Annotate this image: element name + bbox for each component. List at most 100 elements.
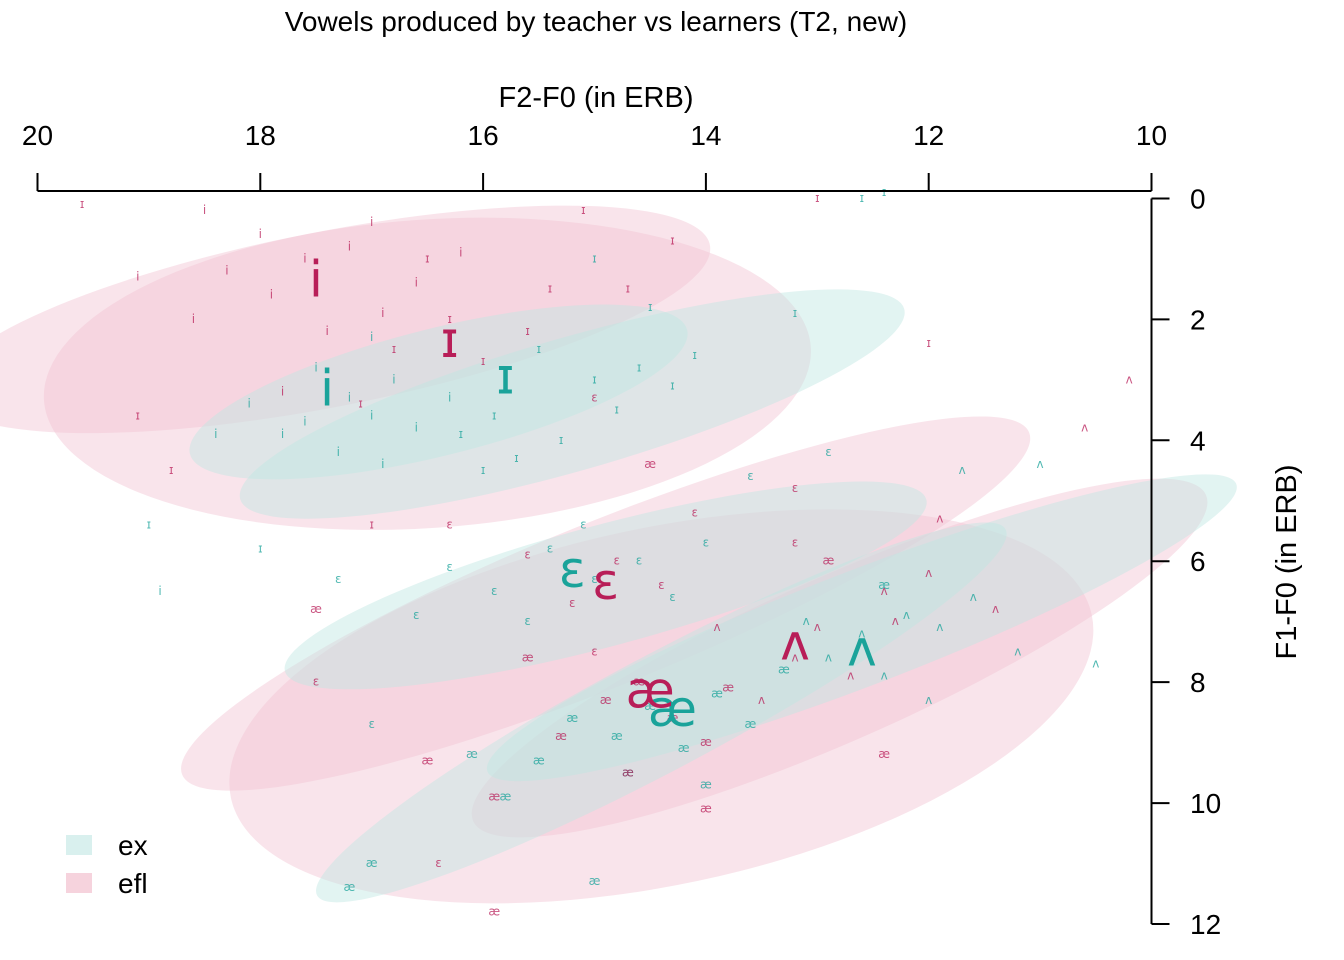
centroid-efl-æ: æ — [626, 662, 675, 720]
point-ex-æ: æ — [611, 729, 623, 743]
point-efl-ɪ: ɪ — [136, 409, 140, 423]
point-efl-i: i — [203, 203, 206, 217]
point-efl-æ: æ — [722, 681, 734, 695]
point-efl-ɪ: ɪ — [369, 517, 373, 531]
y-tick-label: 6 — [1190, 546, 1206, 577]
ellipse-efl-i — [0, 205, 711, 434]
point-efl-ʌ: ʌ — [992, 602, 999, 616]
point-efl-ɪ: ɪ — [358, 397, 362, 411]
centroid-ex-i: i — [320, 359, 334, 417]
legend-label-efl: efl — [118, 868, 148, 899]
point-efl-ʌ: ʌ — [936, 511, 943, 525]
ellipse-efl-æ — [229, 509, 1094, 904]
point-ex-ɛ: ɛ — [335, 572, 342, 586]
y-tick-label: 10 — [1190, 788, 1221, 819]
point-ex-i: i — [281, 427, 284, 441]
point-ex-ɪ: ɪ — [592, 372, 596, 386]
point-ex-i: i — [448, 390, 451, 404]
point-efl-i: i — [325, 324, 328, 338]
point-ex-æ: æ — [644, 699, 656, 713]
point-efl-i: i — [259, 227, 262, 241]
point-efl-æ: æ — [823, 554, 835, 568]
point-efl-æ: æ — [633, 675, 645, 689]
point-ex-æ: æ — [566, 711, 578, 725]
point-efl-i: i — [348, 239, 351, 253]
ellipse-layer — [0, 205, 1237, 904]
point-efl-ɪ: ɪ — [80, 197, 84, 211]
point-ex-ʌ: ʌ — [803, 614, 810, 628]
centroid-ex-ɛ: ɛ — [559, 541, 586, 599]
point-efl-ɛ: ɛ — [658, 578, 665, 592]
point-ex-i: i — [314, 360, 317, 374]
point-efl-i: i — [415, 276, 418, 290]
point-ex-ɪ: ɪ — [459, 427, 463, 441]
point-ex-æ: æ — [499, 790, 511, 804]
point-ex-ɪ: ɪ — [860, 191, 864, 205]
point-ex-i: i — [348, 390, 351, 404]
point-ex-ɪ: ɪ — [648, 300, 652, 314]
ellipse-ex-i — [189, 304, 688, 480]
point-efl-æ: æ — [600, 693, 612, 707]
ellipse-ex-ʌ — [486, 474, 1237, 782]
point-ex-æ: æ — [778, 663, 790, 677]
point-ex-æ: æ — [700, 777, 712, 791]
point-efl-ɪ: ɪ — [425, 251, 429, 265]
point-efl-æ: æ — [422, 753, 434, 767]
point-ex-ʌ: ʌ — [858, 626, 865, 640]
point-ex-ɛ: ɛ — [636, 554, 643, 568]
point-ex-ɪ: ɪ — [492, 409, 496, 423]
point-ex-æ: æ — [533, 753, 545, 767]
point-ex-ɪ: ɪ — [481, 463, 485, 477]
point-ex-ɛ: ɛ — [547, 542, 554, 556]
point-efl-ɛ: ɛ — [792, 481, 799, 495]
point-efl-ɪ: ɪ — [815, 191, 819, 205]
point-efl-ʌ: ʌ — [925, 566, 932, 580]
point-efl-ʌ: ʌ — [791, 650, 798, 664]
point-ex-ʌ: ʌ — [903, 608, 910, 622]
point-efl-i: i — [303, 251, 306, 265]
point-ex-i: i — [158, 584, 161, 598]
point-ex-ɪ: ɪ — [693, 348, 697, 362]
point-ex-ɪ: ɪ — [793, 306, 797, 320]
point-ex-ɪ: ɪ — [147, 517, 151, 531]
point-ex-ɛ: ɛ — [825, 445, 832, 459]
centroid-efl-ɛ: ɛ — [592, 553, 619, 611]
point-ex-æ: æ — [878, 578, 890, 592]
point-efl-æ: æ — [488, 790, 500, 804]
point-ex-ɛ: ɛ — [524, 614, 531, 628]
point-efl-ɛ: ɛ — [692, 505, 699, 519]
point-efl-i: i — [370, 215, 373, 229]
point-ex-ʌ: ʌ — [1014, 644, 1021, 658]
point-ex-i: i — [214, 427, 217, 441]
point-ex-i: i — [370, 409, 373, 423]
point-efl-ɛ: ɛ — [524, 548, 531, 562]
ellipse-ex-æ — [316, 522, 1007, 903]
point-efl-ɪ: ɪ — [481, 354, 485, 368]
point-ex-ɛ: ɛ — [580, 517, 587, 531]
point-ex-ʌ: ʌ — [1092, 657, 1099, 671]
point-efl-ɛ: ɛ — [313, 675, 320, 689]
centroid-efl-ʌ: ʌ — [780, 613, 810, 671]
point-layer: iiiiiiiiiiiiiiɪɪɪɪɪɪɪɪɪɪɪɪɪɪɪɪɪɪɛɛɛɛɛɛɛɛ… — [80, 185, 1133, 918]
point-efl-i: i — [459, 245, 462, 259]
point-efl-ʌ: ʌ — [892, 614, 899, 628]
point-ex-ʌ: ʌ — [959, 463, 966, 477]
point-ex-ɪ: ɪ — [637, 360, 641, 374]
point-efl-ɛ: ɛ — [446, 517, 453, 531]
point-efl-ɛ: ɛ — [569, 596, 576, 610]
point-ex-ɛ: ɛ — [703, 536, 710, 550]
point-efl-ʌ: ʌ — [758, 693, 765, 707]
point-efl-ʌ: ʌ — [881, 584, 888, 598]
point-ex-æ: æ — [589, 874, 601, 888]
centroid-ex-æ: æ — [648, 680, 697, 738]
point-efl-ɪ: ɪ — [447, 312, 451, 326]
point-ex-ɪ: ɪ — [559, 433, 563, 447]
point-efl-i: i — [281, 384, 284, 398]
legend-swatch-efl — [66, 873, 92, 893]
centroid-ex-ɪ: ɪ — [496, 347, 515, 405]
point-ex-i: i — [337, 445, 340, 459]
x-tick-label: 18 — [245, 120, 276, 151]
ellipse-efl-ʌ — [471, 478, 1208, 838]
point-ex-æ: æ — [344, 880, 356, 894]
